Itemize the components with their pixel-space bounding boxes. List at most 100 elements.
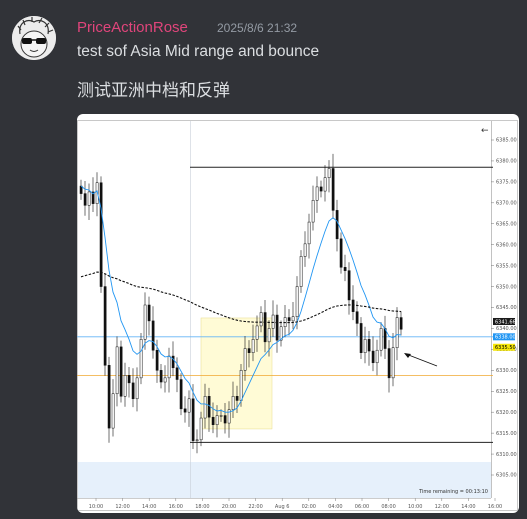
x-tick-label: 20:00 — [222, 504, 236, 510]
x-tick-label: 10:00 — [408, 504, 422, 510]
candle-body — [171, 355, 175, 369]
candle-body — [267, 328, 271, 343]
y-tick-label: 6385.00 — [496, 138, 517, 144]
candle-body — [179, 379, 183, 410]
candle-body — [327, 168, 331, 178]
time-remaining-text: Time remaining = 00:13:10 — [418, 489, 488, 495]
message-timestamp: 2025/8/6 21:32 — [217, 21, 298, 35]
candle-body — [383, 328, 387, 349]
y-tick-label: 6375.00 — [496, 180, 517, 186]
price-chart: ← 6385.00 6380.00 6375.00 6370.00 6365.00 6360… — [77, 120, 518, 511]
candle-body — [275, 314, 279, 341]
candle-body — [323, 177, 327, 192]
candle-body — [131, 382, 135, 400]
candle-body — [107, 365, 111, 429]
candle-body — [307, 221, 311, 245]
price-label-text: 6341.66 — [495, 319, 516, 325]
candle-body — [115, 346, 119, 395]
candle-body — [139, 339, 143, 379]
candle-body — [399, 317, 403, 330]
y-tick-label: 6320.00 — [496, 410, 517, 416]
candle-body — [351, 299, 355, 312]
candle-body — [91, 191, 95, 204]
x-tick-label: 14:00 — [461, 504, 475, 510]
candle-body — [111, 393, 115, 429]
x-tick-label: Aug 6 — [275, 504, 290, 510]
candle-body — [191, 398, 195, 441]
candle-body — [255, 325, 259, 340]
y-tick-label: 6340.00 — [496, 326, 517, 332]
candle-body — [103, 286, 107, 366]
candle-body — [87, 191, 91, 206]
candle-body — [387, 348, 391, 379]
user-avatar[interactable] — [12, 16, 56, 60]
candle-body — [391, 347, 395, 379]
candle-body — [371, 350, 375, 364]
x-tick-label: 10:00 — [89, 504, 103, 510]
y-tick-label: 6305.00 — [496, 473, 517, 479]
candle-body — [375, 349, 379, 364]
candle-body — [259, 312, 263, 327]
x-tick-label: 02:00 — [302, 504, 316, 510]
candle-body — [155, 349, 159, 371]
y-tick-label: 6325.00 — [496, 389, 517, 395]
candle-body — [183, 408, 187, 413]
moving-average-line — [80, 185, 402, 413]
candle-body — [227, 409, 231, 424]
candle-body — [163, 377, 167, 383]
y-tick-label: 6310.00 — [496, 452, 517, 458]
candle-body — [195, 439, 199, 441]
candle-body — [311, 200, 315, 223]
price-label-tag — [493, 343, 515, 351]
candle-body — [199, 417, 203, 441]
candle-body — [347, 270, 351, 301]
y-tick-label: 6380.00 — [496, 159, 517, 165]
candle-body — [279, 326, 283, 341]
back-arrow-icon: ← — [481, 126, 489, 136]
y-tick-label: 6360.00 — [496, 242, 517, 248]
candle-body — [339, 238, 343, 268]
candle-body — [127, 375, 131, 384]
y-tick-label: 6365.00 — [496, 221, 517, 227]
annotation-arrow-head — [404, 353, 411, 358]
candle-body — [99, 182, 103, 287]
y-tick-label: 6355.00 — [496, 263, 517, 269]
candle-body — [355, 311, 359, 324]
candle-body — [239, 370, 243, 401]
price-label-tag — [493, 333, 515, 341]
candle-body — [247, 348, 251, 353]
price-label-text: 6338.00 — [495, 335, 516, 341]
message-text-line-2: 测试亚洲中档和反弹 — [77, 81, 230, 101]
candle-body — [119, 346, 123, 397]
candle-body — [243, 348, 247, 371]
x-tick-label: 06:00 — [355, 504, 369, 510]
candle-body — [335, 210, 339, 240]
annotation-arrow-line — [405, 353, 438, 367]
candle-body — [219, 415, 223, 417]
y-tick-label: 6350.00 — [496, 284, 517, 290]
x-tick-label: 18:00 — [195, 504, 209, 510]
message-text-line-1: test sof Asia Mid range and bounce — [77, 43, 320, 60]
candle-body — [135, 377, 139, 400]
x-tick-label: 12:00 — [115, 504, 129, 510]
candle-body — [167, 355, 171, 379]
candle-body — [147, 304, 151, 322]
candle-body — [231, 396, 235, 410]
candle-body — [215, 415, 219, 426]
candle-body — [143, 304, 147, 340]
candle-body — [291, 316, 295, 322]
username[interactable]: PriceActionRose — [77, 19, 188, 36]
x-tick-label: 16:00 — [169, 504, 183, 510]
chart-image-attachment[interactable]: ← 6385.00 6380.00 6375.00 6370.00 6365.00 6360… — [77, 114, 519, 513]
candle-body — [223, 415, 227, 424]
candle-body — [295, 286, 299, 317]
candle-body — [315, 186, 319, 201]
candle-body — [159, 370, 163, 383]
x-tick-label: 16:00 — [488, 504, 502, 510]
x-tick-label: 08:00 — [381, 504, 395, 510]
candle-body — [123, 375, 127, 397]
x-tick-label: 22:00 — [248, 504, 262, 510]
candle-body — [359, 323, 363, 353]
candle-body — [203, 396, 207, 419]
candle-body — [379, 328, 383, 351]
